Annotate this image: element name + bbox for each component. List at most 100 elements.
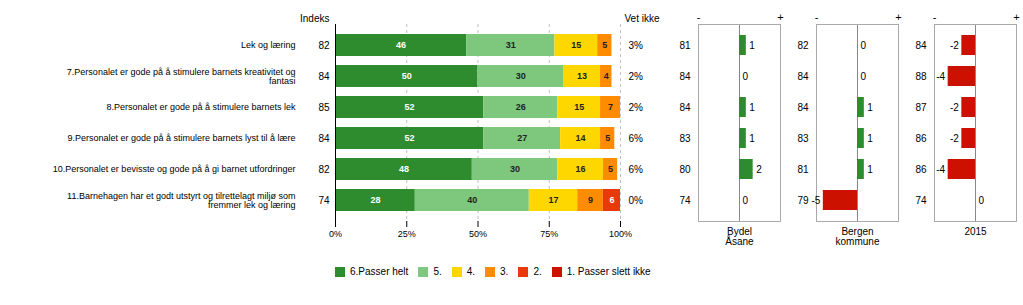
svg-text:17: 17 xyxy=(549,195,559,205)
svg-text:0%: 0% xyxy=(629,195,644,206)
svg-text:+: + xyxy=(1013,11,1019,23)
svg-text:3%: 3% xyxy=(629,40,644,51)
svg-text:5: 5 xyxy=(602,40,607,50)
svg-text:4: 4 xyxy=(604,71,609,81)
svg-text:9.Personalet er gode på å stim: 9.Personalet er gode på å stimulere barn… xyxy=(67,133,295,143)
svg-text:1: 1 xyxy=(867,133,873,144)
svg-text:Indeks: Indeks xyxy=(300,13,329,24)
svg-text:52: 52 xyxy=(405,102,415,112)
svg-text:83: 83 xyxy=(797,133,809,144)
svg-text:82: 82 xyxy=(318,164,330,175)
svg-text:84: 84 xyxy=(915,40,927,51)
svg-text:2%: 2% xyxy=(629,102,644,113)
svg-text:0%: 0% xyxy=(329,229,342,239)
svg-text:0: 0 xyxy=(979,195,985,206)
svg-text:5: 5 xyxy=(605,133,610,143)
svg-text:-5: -5 xyxy=(811,195,820,206)
svg-text:88: 88 xyxy=(915,71,927,82)
svg-text:28: 28 xyxy=(370,195,380,205)
svg-text:15: 15 xyxy=(571,40,581,50)
svg-text:+: + xyxy=(777,11,783,23)
svg-text:30: 30 xyxy=(516,71,526,81)
svg-text:26: 26 xyxy=(516,102,526,112)
svg-text:-: - xyxy=(697,11,701,23)
svg-text:83: 83 xyxy=(679,133,691,144)
svg-text:84: 84 xyxy=(797,71,809,82)
svg-text:87: 87 xyxy=(915,102,927,113)
svg-text:86: 86 xyxy=(915,133,927,144)
svg-text:13: 13 xyxy=(577,71,587,81)
svg-text:-4: -4 xyxy=(936,71,945,82)
html-text:6.Passer helt: 6.Passer helt xyxy=(350,266,409,277)
svg-text:84: 84 xyxy=(679,102,691,113)
svg-text:74: 74 xyxy=(679,195,691,206)
svg-text:1: 1 xyxy=(867,164,873,175)
svg-text:82: 82 xyxy=(797,40,809,51)
svg-text:27: 27 xyxy=(517,133,527,143)
html-text:4.: 4. xyxy=(466,266,476,277)
svg-text:84: 84 xyxy=(318,71,330,82)
svg-text:9: 9 xyxy=(588,195,593,205)
svg-text:2%: 2% xyxy=(629,71,644,82)
svg-text:+: + xyxy=(895,11,901,23)
svg-text:15: 15 xyxy=(574,102,584,112)
svg-text:7: 7 xyxy=(608,102,613,112)
svg-text:6%: 6% xyxy=(629,164,644,175)
html-text:5.: 5. xyxy=(433,266,442,277)
svg-text:52: 52 xyxy=(405,133,415,143)
svg-text:1: 1 xyxy=(867,102,873,113)
svg-text:84: 84 xyxy=(318,133,330,144)
svg-text:-2: -2 xyxy=(950,40,959,51)
svg-text:46: 46 xyxy=(396,40,406,50)
svg-text:16: 16 xyxy=(576,164,586,174)
svg-text:79: 79 xyxy=(797,195,809,206)
svg-text:-2: -2 xyxy=(950,133,959,144)
svg-text:48: 48 xyxy=(399,164,409,174)
svg-text:6%: 6% xyxy=(629,133,644,144)
svg-text:Bergenkommune: Bergenkommune xyxy=(836,226,880,247)
svg-text:2: 2 xyxy=(756,164,762,175)
svg-text:-2: -2 xyxy=(950,102,959,113)
svg-text:80: 80 xyxy=(679,164,691,175)
svg-text:31: 31 xyxy=(506,40,516,50)
svg-text:84: 84 xyxy=(797,102,809,113)
svg-text:100%: 100% xyxy=(609,229,632,239)
svg-text:30: 30 xyxy=(510,164,520,174)
svg-text:-: - xyxy=(933,11,937,23)
svg-text:0: 0 xyxy=(861,40,867,51)
svg-text:50%: 50% xyxy=(469,229,487,239)
svg-text:11.Barnehagen har et godt utst: 11.Barnehagen har et godt utstyrt og til… xyxy=(67,191,295,210)
svg-text:Lek og læring: Lek og læring xyxy=(241,40,296,50)
svg-text:1: 1 xyxy=(749,102,755,113)
html-text:1. Passer slett ikke: 1. Passer slett ikke xyxy=(566,266,651,277)
svg-text:5: 5 xyxy=(608,164,613,174)
svg-text:1: 1 xyxy=(749,133,755,144)
svg-text:1: 1 xyxy=(749,40,755,51)
svg-text:Vet ikke: Vet ikke xyxy=(625,13,660,24)
svg-text:86: 86 xyxy=(915,164,927,175)
svg-text:8.Personalet er gode på å stim: 8.Personalet er gode på å stimulere barn… xyxy=(106,102,296,112)
svg-text:25%: 25% xyxy=(398,229,416,239)
svg-text:82: 82 xyxy=(318,40,330,51)
svg-text:81: 81 xyxy=(797,164,809,175)
svg-text:84: 84 xyxy=(679,71,691,82)
svg-text:75%: 75% xyxy=(540,229,558,239)
svg-text:-4: -4 xyxy=(936,164,945,175)
svg-text:6: 6 xyxy=(609,195,614,205)
svg-text:0: 0 xyxy=(861,71,867,82)
svg-text:14: 14 xyxy=(576,133,586,143)
svg-text:2015: 2015 xyxy=(964,226,987,237)
svg-text:BydelÅsane: BydelÅsane xyxy=(725,226,754,247)
svg-text:0: 0 xyxy=(743,71,749,82)
html-text:3.: 3. xyxy=(500,266,509,277)
svg-text:-: - xyxy=(815,11,819,23)
svg-text:0: 0 xyxy=(743,195,749,206)
svg-text:40: 40 xyxy=(467,195,477,205)
svg-text:74: 74 xyxy=(318,195,330,206)
svg-text:85: 85 xyxy=(318,102,330,113)
svg-text:7.Personalet er gode på å stim: 7.Personalet er gode på å stimulere barn… xyxy=(67,67,296,86)
svg-text:81: 81 xyxy=(679,40,691,51)
svg-text:74: 74 xyxy=(915,195,927,206)
svg-text:10.Personalet er bevisste og g: 10.Personalet er bevisste og gode på å g… xyxy=(53,164,296,174)
svg-text:50: 50 xyxy=(402,71,412,81)
